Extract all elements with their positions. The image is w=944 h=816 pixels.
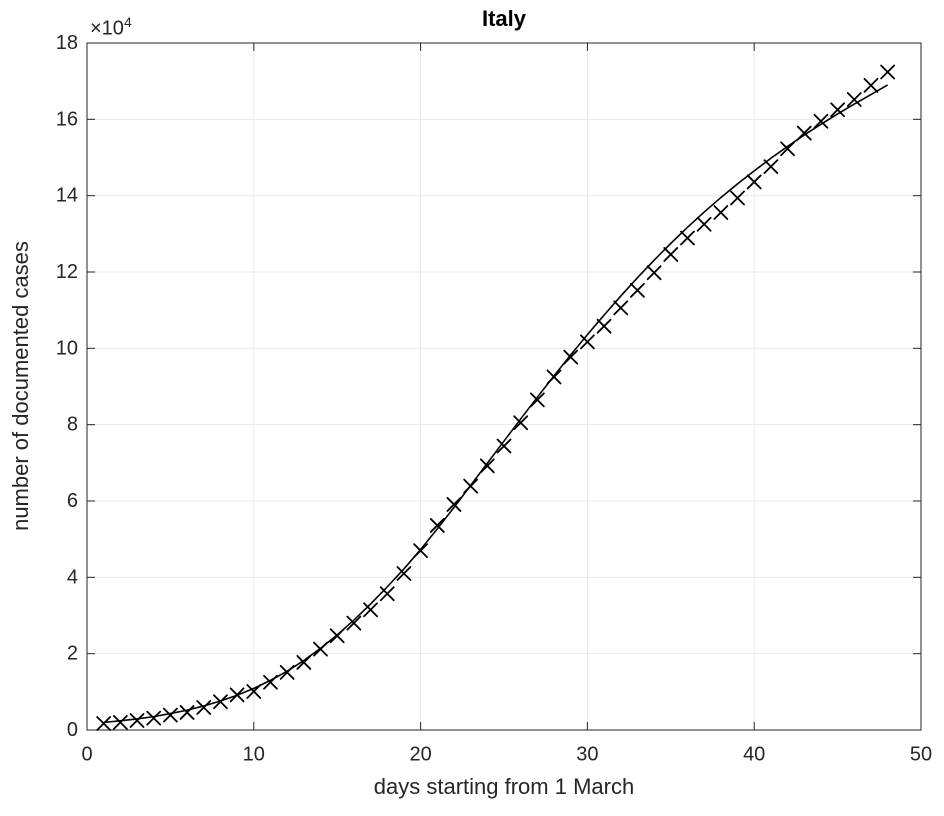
y-exponent-power: 4 bbox=[123, 14, 132, 30]
data-point-marker bbox=[96, 716, 112, 731]
data-point-marker bbox=[513, 415, 529, 431]
data-point-marker bbox=[396, 566, 412, 581]
data-point-marker bbox=[880, 64, 896, 80]
y-tick-label: 0 bbox=[67, 719, 78, 741]
x-tick-label: 0 bbox=[81, 744, 92, 766]
data-point-marker bbox=[813, 113, 829, 129]
data-point-marker bbox=[713, 205, 729, 220]
data-point-marker bbox=[580, 334, 595, 350]
data-point-marker bbox=[613, 300, 629, 316]
y-axis-exponent: ×104 bbox=[90, 14, 132, 41]
data-point-marker bbox=[746, 174, 762, 190]
fit-curve bbox=[103, 84, 889, 724]
data-point-marker bbox=[663, 247, 679, 262]
data-point-marker bbox=[846, 92, 862, 107]
y-tick-label: 18 bbox=[56, 32, 78, 54]
data-point-marker bbox=[446, 497, 462, 512]
data-point-marker bbox=[680, 230, 695, 246]
data-point-marker bbox=[146, 710, 162, 726]
y-exponent-base: ×10 bbox=[90, 17, 124, 40]
data-point-marker bbox=[646, 265, 662, 281]
data-point-marker bbox=[696, 216, 712, 232]
data-point-marker bbox=[163, 707, 178, 723]
data-point-marker bbox=[363, 602, 378, 618]
data-point-marker bbox=[630, 282, 645, 298]
y-tick-label: 16 bbox=[56, 108, 78, 130]
data-point-marker bbox=[496, 438, 512, 454]
y-tick-label: 8 bbox=[67, 414, 78, 436]
x-tick-label: 40 bbox=[743, 744, 765, 766]
x-tick-label: 20 bbox=[409, 744, 431, 766]
y-tick-label: 2 bbox=[67, 643, 78, 665]
data-point-marker bbox=[830, 102, 845, 118]
y-tick-label: 6 bbox=[67, 490, 78, 512]
data-point-marker bbox=[529, 392, 545, 408]
y-tick-label: 4 bbox=[67, 566, 78, 588]
data-point-marker bbox=[196, 700, 212, 715]
data-point-marker bbox=[129, 713, 145, 728]
y-tick-label: 10 bbox=[56, 337, 78, 359]
data-point-marker bbox=[379, 586, 395, 602]
x-tick-label: 50 bbox=[910, 744, 932, 766]
y-axis-label: number of documented cases bbox=[8, 241, 33, 531]
y-tick-label: 12 bbox=[56, 261, 78, 283]
x-tick-label: 30 bbox=[576, 744, 598, 766]
y-tick-label: 14 bbox=[56, 185, 78, 207]
data-point-marker bbox=[730, 190, 745, 206]
data-point-marker bbox=[863, 77, 879, 93]
data-point-marker bbox=[429, 518, 445, 533]
data-point-marker bbox=[112, 714, 128, 730]
chart-title: Italy bbox=[481, 6, 527, 31]
x-tick-label: 10 bbox=[243, 744, 265, 766]
data-point-marker bbox=[346, 615, 362, 631]
data-point-marker bbox=[596, 318, 612, 334]
data-point-marker bbox=[179, 705, 195, 720]
x-axis-label: days starting from 1 March bbox=[373, 774, 635, 799]
axes-frame bbox=[86, 42, 922, 731]
